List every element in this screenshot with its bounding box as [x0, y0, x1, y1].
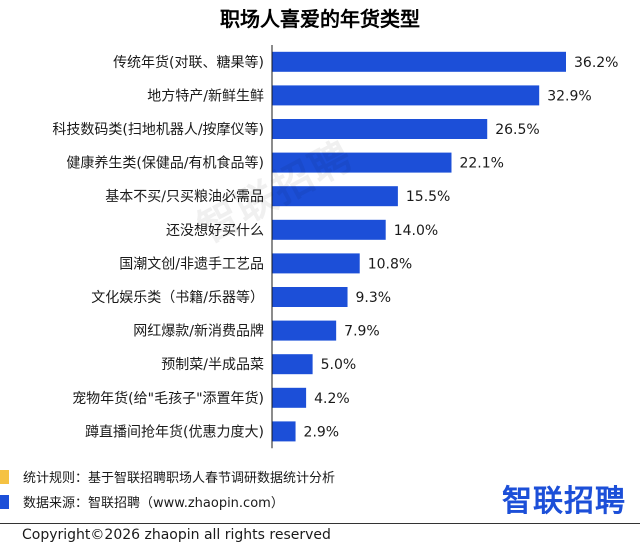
value-label: 5.0%: [321, 357, 357, 373]
value-label: 32.9%: [547, 88, 591, 104]
bar: [272, 219, 386, 240]
value-label: 7.9%: [344, 324, 380, 340]
footer-source-row: 数据来源：智联招聘（www.zhaopin.com）: [0, 492, 284, 511]
category-label: 网红爆款/新消费品牌: [133, 323, 264, 340]
bar: [272, 421, 296, 442]
brand-logo: 智联招聘: [502, 484, 626, 519]
category-label: 蹲直播间抢年货(优惠力度大): [85, 423, 264, 440]
bar: [272, 186, 398, 207]
bars-group: 传统年货(对联、糖果等) 36.2% 地方特产/新鲜生鲜 32.9% 科技数码类(扫地机…: [52, 51, 618, 442]
category-label: 宠物年货(给"毛孩子"添置年货): [72, 390, 264, 407]
value-label: 2.9%: [304, 424, 340, 440]
bar: [272, 287, 348, 307]
value-label: 9.3%: [356, 290, 392, 306]
chart-title: 职场人喜爱的年货类型: [220, 7, 420, 31]
value-label: 36.2%: [574, 55, 618, 71]
bar-chart: 职场人喜爱的年货类型 传统年货(对联、糖果等) 36.2% 地方特产/新鲜生鲜 32.…: [52, 7, 618, 449]
value-label: 10.8%: [368, 256, 412, 272]
category-label: 传统年货(对联、糖果等): [113, 54, 264, 71]
rule-marker: [0, 469, 9, 484]
bar: [272, 253, 360, 274]
rule-text: 统计规则：基于智联招聘职场人春节调研数据统计分析: [23, 471, 336, 486]
category-label: 健康养生类(保健品/有机食品等): [66, 155, 264, 172]
bar: [272, 85, 540, 106]
category-label: 还没想好买什么: [166, 223, 264, 239]
bar: [272, 152, 452, 173]
category-label: 预制菜/半成品菜: [161, 357, 264, 373]
bar: [272, 354, 313, 375]
bar: [272, 320, 337, 341]
value-label: 26.5%: [495, 122, 539, 138]
bar: [272, 51, 566, 72]
value-label: 14.0%: [394, 223, 438, 239]
category-label: 基本不买/只买粮油必需品: [105, 188, 264, 205]
footer-divider: [0, 523, 640, 524]
source-marker: [0, 494, 9, 509]
bar: [272, 119, 488, 139]
source-text: 数据来源：智联招聘（www.zhaopin.com）: [23, 496, 284, 511]
copyright-text: Copyright©2026 zhaopin all rights reserv…: [22, 527, 331, 543]
value-label: 4.2%: [314, 391, 350, 407]
category-label: 科技数码类(扫地机器人/按摩仪等): [52, 121, 264, 138]
category-label: 文化娱乐类（书籍/乐器等）: [91, 289, 264, 306]
category-label: 地方特产/新鲜生鲜: [147, 88, 264, 104]
bar: [272, 387, 307, 408]
value-label: 22.1%: [459, 156, 503, 172]
value-label: 15.5%: [406, 189, 450, 205]
footer-rule-row: 统计规则：基于智联招聘职场人春节调研数据统计分析: [0, 467, 335, 486]
category-label: 国潮文创/非遗手工艺品: [119, 256, 264, 272]
